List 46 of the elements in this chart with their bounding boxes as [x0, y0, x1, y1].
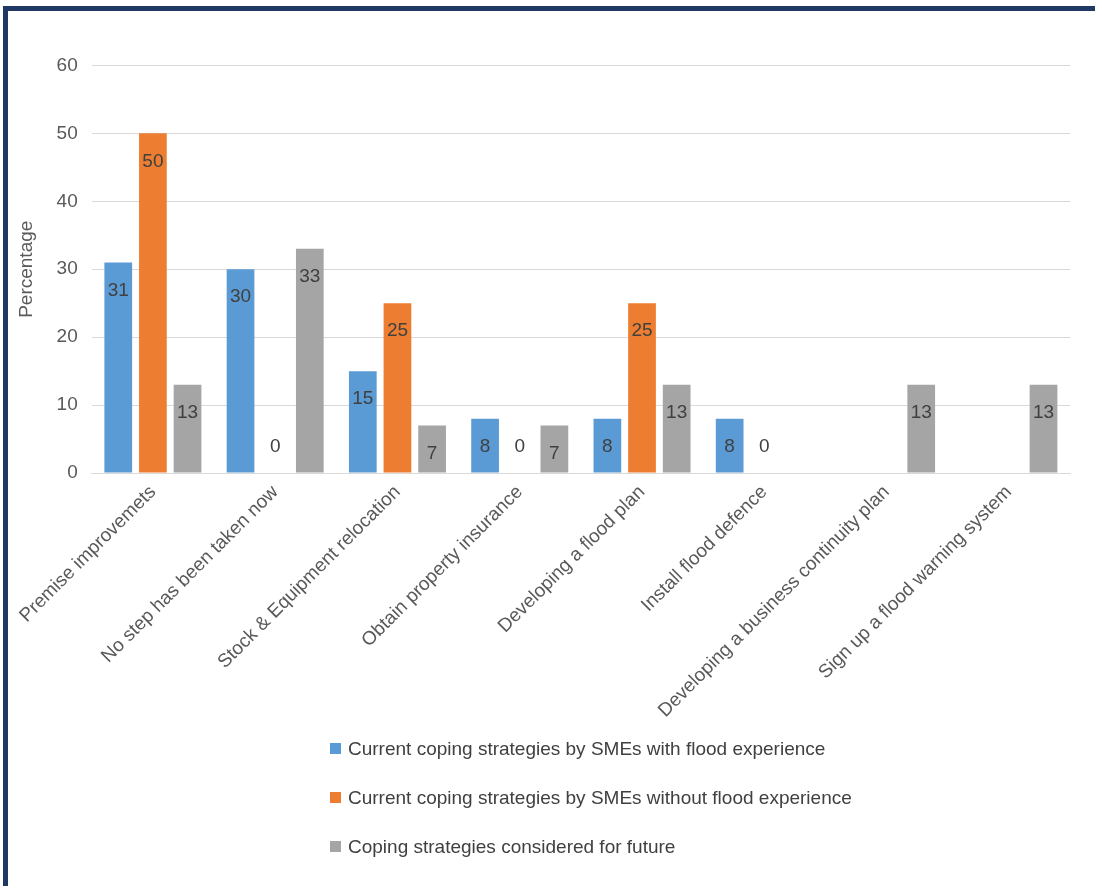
bar	[1029, 384, 1058, 473]
data-label: 31	[107, 278, 129, 300]
data-label: 8	[479, 434, 491, 456]
bar	[139, 133, 167, 473]
legend-label: Current coping strategies by SMEs with flood experience	[348, 737, 826, 760]
bar	[173, 384, 202, 473]
y-tick-label: 60	[56, 53, 78, 75]
y-tick-label: 50	[56, 121, 78, 143]
data-label: 0	[269, 435, 281, 457]
bar	[104, 262, 133, 473]
bar	[295, 248, 324, 473]
y-axis-title: Percentage	[15, 220, 37, 318]
bar	[418, 425, 446, 473]
bar	[593, 418, 622, 473]
data-label: 13	[666, 400, 688, 422]
data-label: 7	[549, 441, 560, 463]
data-label: 25	[631, 319, 653, 341]
data-label: 30	[229, 285, 252, 307]
bar	[715, 418, 744, 473]
y-tick-label: 30	[56, 257, 78, 279]
bar	[383, 303, 412, 473]
bar	[471, 418, 499, 473]
y-tick-label: 40	[56, 189, 78, 211]
y-tick-label: 20	[56, 325, 78, 347]
data-label: 25	[386, 319, 409, 341]
bar	[662, 384, 691, 473]
data-label: 33	[299, 265, 321, 287]
data-label: 13	[1032, 400, 1055, 422]
data-label: 13	[910, 400, 932, 422]
data-label: 50	[142, 149, 164, 171]
legend-label: Current coping strategies by SMEs without flood experience	[348, 786, 852, 809]
bar	[540, 425, 569, 473]
data-label: 13	[176, 400, 199, 422]
y-tick-label: 10	[56, 393, 78, 415]
data-label: 0	[759, 435, 770, 457]
bar	[628, 303, 656, 473]
data-label: 8	[602, 434, 613, 456]
data-label: 8	[724, 434, 735, 456]
bar	[226, 269, 255, 473]
bar	[348, 371, 377, 473]
data-label: 7	[426, 441, 438, 463]
legend-label: Coping strategies considered for future	[348, 835, 676, 858]
bar	[907, 384, 936, 473]
data-label: 15	[352, 387, 374, 409]
y-tick-label: 0	[67, 461, 78, 483]
data-label: 0	[514, 435, 526, 457]
